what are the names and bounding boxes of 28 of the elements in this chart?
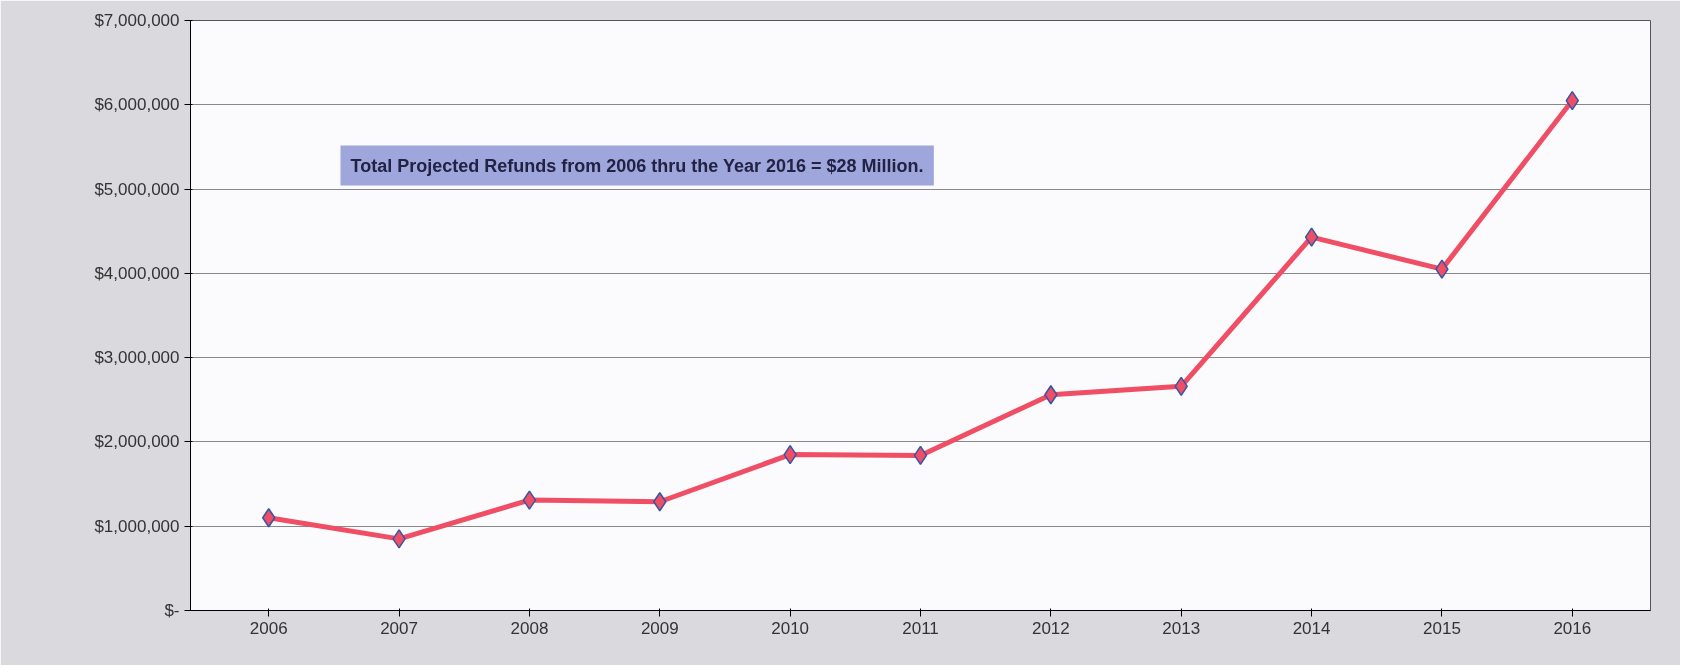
point <box>261 508 276 528</box>
x-tick-label: 2010 <box>771 618 810 638</box>
x-tick-label: 2015 <box>1423 618 1461 638</box>
point <box>1304 227 1319 247</box>
y-tick-label: $1,000,000 <box>94 516 180 536</box>
y-tick-label: $2,000,000 <box>94 432 180 452</box>
point <box>913 445 928 466</box>
y-tick-label: $4,000,000 <box>94 263 180 283</box>
x-tick-label: 2009 <box>640 618 679 638</box>
x-tick-label: 2011 <box>902 618 939 638</box>
x-tick-label: 2008 <box>510 618 549 638</box>
point <box>1565 90 1580 111</box>
x-tick-label: 2014 <box>1292 618 1331 638</box>
x-tick-label: 2012 <box>1031 618 1070 638</box>
x-tick-label: 2016 <box>1553 618 1592 638</box>
y-tick-label: $7,000,000 <box>94 11 180 30</box>
point <box>1435 259 1449 279</box>
y-tick-label: $5,000,000 <box>94 179 180 199</box>
y-tick-label: $6,000,000 <box>94 95 180 115</box>
x-tick-label: 2013 <box>1162 618 1201 638</box>
y-tick-label: $- <box>164 601 180 620</box>
y-tick-label: $3,000,000 <box>94 348 180 368</box>
point <box>522 490 537 510</box>
point <box>653 492 667 512</box>
x-tick-label: 2007 <box>380 618 418 638</box>
annotation: Total Projected Refunds from 2006 thru the Year 2016 = $28 Million. <box>350 155 924 176</box>
x-tick-label: 2006 <box>249 618 288 638</box>
point <box>392 529 406 549</box>
